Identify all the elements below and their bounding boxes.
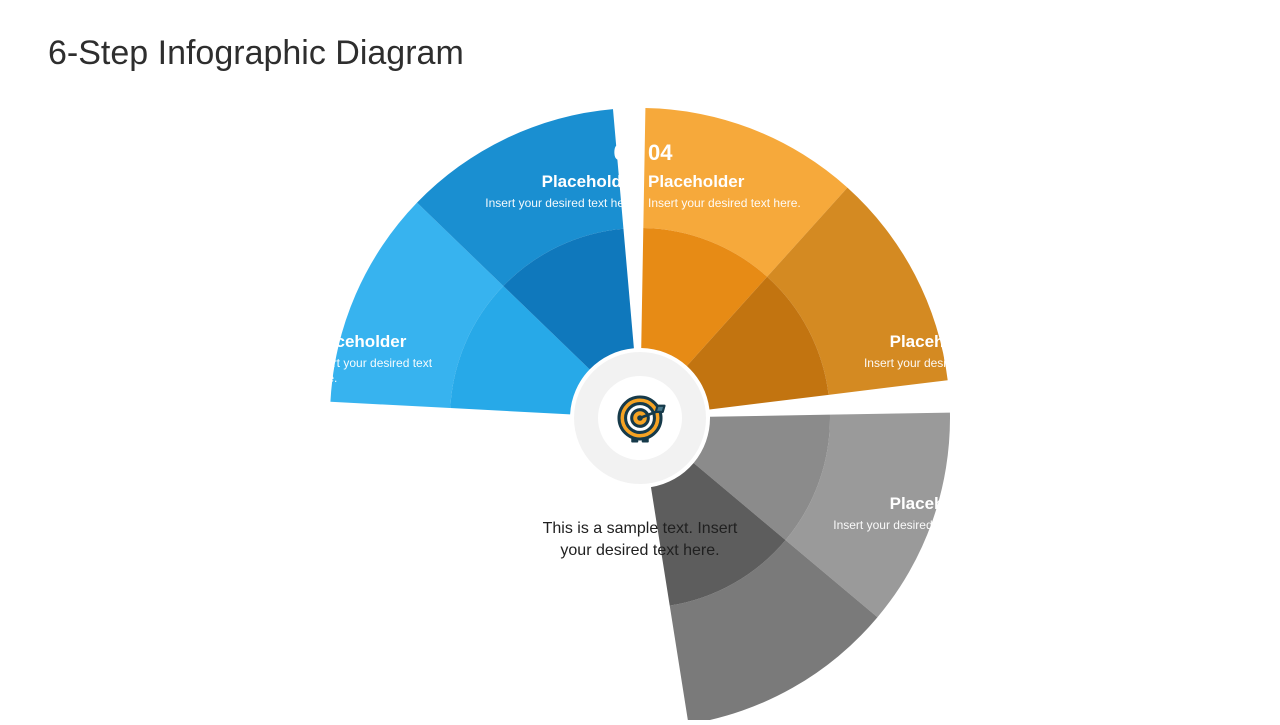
target-icon xyxy=(612,390,668,446)
center-circle-white xyxy=(598,376,682,460)
infographic-stage: 01PlaceholderInsert your desired text he… xyxy=(0,0,1280,720)
center-caption: This is a sample text. Insert your desir… xyxy=(530,518,750,561)
